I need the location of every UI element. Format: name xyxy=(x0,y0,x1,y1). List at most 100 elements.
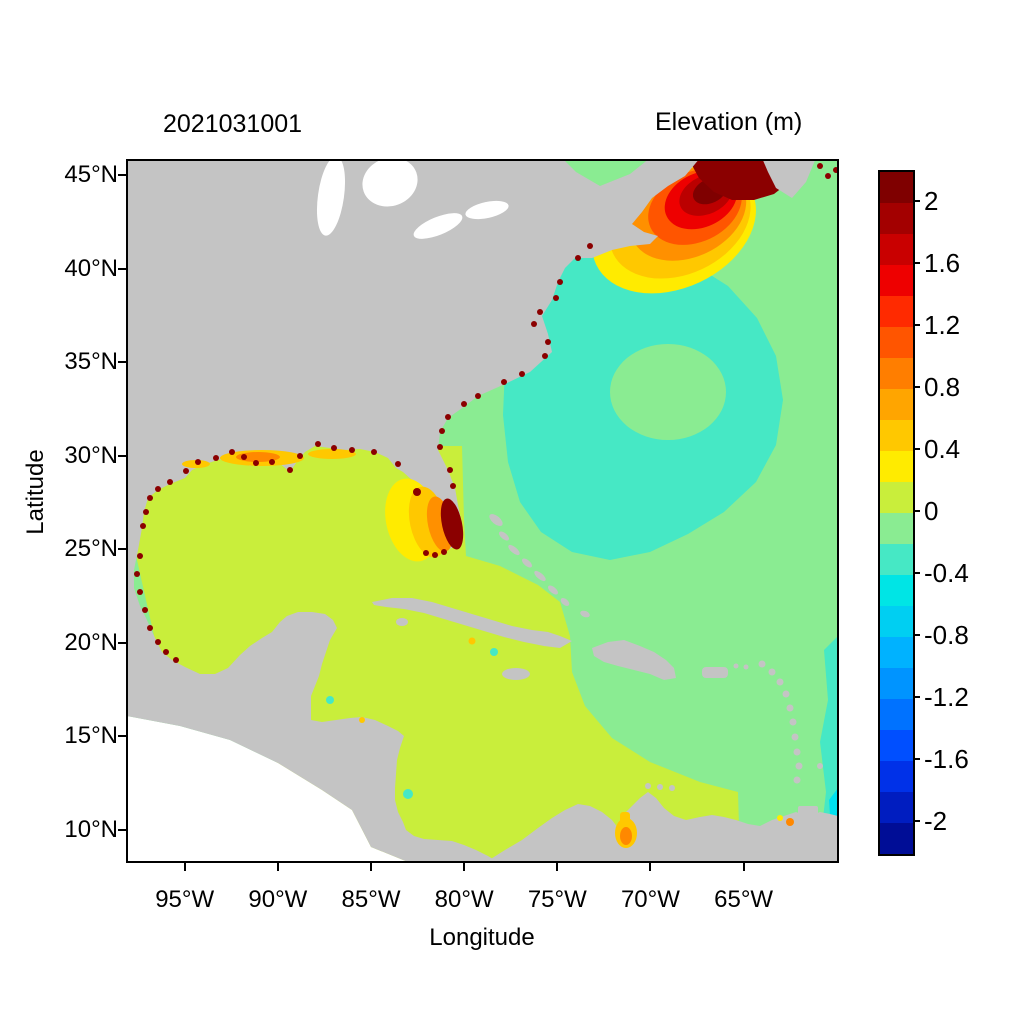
colorbar-tick-mark xyxy=(913,448,920,450)
colorbar-tick-mark xyxy=(913,324,920,326)
colorbar-tick-mark xyxy=(913,572,920,574)
x-tick-mark xyxy=(742,862,745,871)
caribbean-islands xyxy=(372,514,823,820)
y-tick-mark xyxy=(118,735,127,738)
jamaica-island xyxy=(502,668,530,680)
colorbar-tick-label: 1.6 xyxy=(924,248,961,278)
x-tick-mark xyxy=(370,862,372,871)
colorbar-tick-label: 0.8 xyxy=(924,372,961,402)
colorbar-band xyxy=(880,172,913,203)
lake-ontario xyxy=(465,200,509,220)
colorbar-band xyxy=(880,823,913,854)
gulf-of-paria-anomaly xyxy=(777,815,794,826)
colorbar-band xyxy=(880,420,913,451)
x-tick-label: 75°W xyxy=(527,886,587,913)
colorbar-band xyxy=(880,358,913,389)
y-tick-label: 35°N xyxy=(64,348,118,376)
x-tick-label: 65°W xyxy=(714,886,774,913)
colorbar-tick-label: 0 xyxy=(924,496,939,526)
colorbar-band xyxy=(880,234,913,265)
y-tick-mark xyxy=(118,828,127,831)
trinidad-island xyxy=(798,806,818,820)
nova-scotia-land xyxy=(762,160,816,198)
colorbar-band xyxy=(880,730,913,761)
lesser-antilles-islands xyxy=(733,660,823,784)
lake-huron xyxy=(362,160,418,207)
colorbar-band xyxy=(880,575,913,606)
colorbar-tick-label: 1.2 xyxy=(924,310,961,340)
y-tick-mark xyxy=(118,267,127,270)
landmass-north-central-america xyxy=(127,160,699,862)
colorbar-tick-mark xyxy=(913,262,920,264)
colorbar-band xyxy=(880,389,913,420)
plot-title: Elevation (m) xyxy=(655,108,803,136)
puerto-rico-island xyxy=(702,667,728,678)
south-florida-surge xyxy=(385,478,464,562)
colorbar-tick-mark xyxy=(913,820,920,822)
x-tick-mark xyxy=(183,862,186,871)
lake-maracaibo-anomaly xyxy=(615,812,637,848)
isle-of-youth-island xyxy=(396,618,408,626)
atlantic-neutral-patch xyxy=(610,344,726,440)
colorbar-band xyxy=(880,637,913,668)
y-tick-label: 45°N xyxy=(64,161,118,188)
misc-anomaly-specks xyxy=(326,637,498,799)
great-lakes xyxy=(316,160,509,239)
colorbar-tick-mark xyxy=(913,510,920,512)
colorbar-tick-label: -0.4 xyxy=(924,558,969,588)
bahamas-islands xyxy=(489,514,590,618)
abc-islands xyxy=(645,783,675,791)
cuba-island xyxy=(372,598,572,648)
colorbar-tick-mark xyxy=(913,696,920,698)
colorbar-tick-label: 2 xyxy=(924,186,939,216)
colorbar-band xyxy=(880,265,913,296)
colorbar xyxy=(878,170,915,856)
northern-gulf-coast-surge xyxy=(182,449,356,468)
colorbar-band xyxy=(880,699,913,730)
x-tick-mark xyxy=(649,862,652,871)
colorbar-band xyxy=(880,203,913,234)
y-tick-mark xyxy=(118,641,127,644)
colorbar-tick-label: -1.6 xyxy=(924,744,969,774)
coastal-flood-specks xyxy=(134,163,838,663)
colorbar-tick-label: -2 xyxy=(924,806,948,836)
lake-michigan xyxy=(316,160,346,236)
pacific-outside-domain xyxy=(127,716,408,862)
timestamp-label: 2021031001 xyxy=(163,110,303,138)
colorbar-band xyxy=(880,296,913,327)
y-tick-mark xyxy=(118,548,127,551)
colorbar-band xyxy=(880,606,913,637)
colorbar-tick-mark xyxy=(913,200,920,202)
colorbar-tick-label: -1.2 xyxy=(924,682,969,712)
y-tick-label: 15°N xyxy=(64,722,118,750)
y-tick-label: 10°N xyxy=(64,815,118,843)
plot-frame xyxy=(126,159,839,863)
y-tick-mark xyxy=(118,361,127,364)
y-tick-mark xyxy=(118,454,127,457)
colorbar-band xyxy=(880,668,913,699)
colorbar-band xyxy=(880,513,913,544)
colorbar-tick-mark xyxy=(913,634,920,636)
x-tick-mark xyxy=(463,862,466,871)
colorbar-band xyxy=(880,792,913,823)
x-tick-label: 70°W xyxy=(620,886,680,913)
colorbar-band xyxy=(880,544,913,575)
y-tick-label: 20°N xyxy=(64,628,118,656)
x-tick-label: 80°W xyxy=(434,886,494,913)
colorbar-band xyxy=(880,327,913,358)
y-tick-label: 40°N xyxy=(64,254,118,282)
x-tick-label: 85°W xyxy=(341,886,401,913)
lake-erie xyxy=(413,213,463,239)
colorbar-tick-mark xyxy=(913,758,920,760)
x-tick-mark xyxy=(276,862,279,871)
x-tick-label: 90°W xyxy=(248,886,308,913)
landmass-south-america xyxy=(486,792,838,862)
y-tick-label: 30°N xyxy=(64,441,118,469)
colorbar-band xyxy=(880,761,913,792)
x-axis-label: Longitude xyxy=(429,924,535,951)
st-lawrence-water xyxy=(564,160,648,186)
hispaniola-island xyxy=(592,640,676,680)
x-tick-label: 95°W xyxy=(155,886,215,913)
